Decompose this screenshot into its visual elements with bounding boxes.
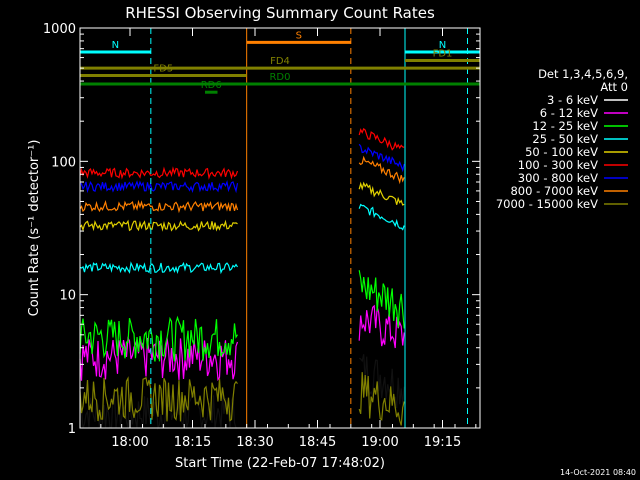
x-tick-label: 18:45 xyxy=(299,435,336,450)
series-trace xyxy=(79,219,238,232)
series-trace xyxy=(358,203,405,231)
chart-title: RHESSI Observing Summary Count Rates xyxy=(125,4,435,22)
y-tick-label: 100 xyxy=(51,155,76,170)
series-trace xyxy=(358,270,405,329)
x-tick-label: 18:30 xyxy=(236,435,273,450)
series-trace xyxy=(79,376,238,422)
series-trace xyxy=(358,155,405,185)
series-trace xyxy=(358,127,405,151)
y-tick-label: 1000 xyxy=(43,22,76,37)
timestamp: 14-Oct-2021 08:40 xyxy=(560,468,636,477)
series-trace xyxy=(358,372,405,426)
series-trace xyxy=(358,354,405,409)
legend-entry-label: 25 - 50 keV xyxy=(532,132,598,146)
x-tick-label: 18:15 xyxy=(174,435,211,450)
axes: 18:00 18:15 18:30 18:45 19:00 19:15 1 10 100 1000 xyxy=(43,22,481,450)
y-axis-label: Count Rate (s⁻¹ detector⁻¹) xyxy=(27,140,42,317)
x-axis-label: Start Time (22-Feb-07 17:48:02) xyxy=(175,456,385,471)
series-trace xyxy=(358,181,405,206)
series-trace xyxy=(79,180,239,194)
y-tick-label: 10 xyxy=(59,289,76,304)
legend-entry-label: 7000 - 15000 keV xyxy=(496,197,598,211)
x-tick-label: 18:00 xyxy=(111,435,148,450)
legend-header: Att 0 xyxy=(600,80,628,94)
flag-label: FD4 xyxy=(270,56,290,67)
legend-header: Det 1,3,4,5,6,9, xyxy=(538,67,628,81)
legend-entry-label: 300 - 800 keV xyxy=(518,171,598,185)
flag-label: RD0 xyxy=(269,72,290,83)
series-trace xyxy=(79,315,239,362)
flag-label: FD5 xyxy=(153,64,173,75)
series-trace xyxy=(358,143,405,173)
y-tick-label: 1 xyxy=(68,422,76,437)
series-trace xyxy=(79,261,239,275)
legend-entry-label: 6 - 12 keV xyxy=(540,106,598,120)
legend-entry-label: 800 - 7000 keV xyxy=(510,184,598,198)
series-trace xyxy=(79,166,239,180)
flag-label: FD1 xyxy=(433,49,453,60)
legend-entry-label: 3 - 6 keV xyxy=(547,93,598,107)
series-trace xyxy=(79,199,239,214)
plot-area: N N S FD1 FD4 FD5 RD0 RD6 xyxy=(79,28,480,431)
axis-frame xyxy=(79,27,481,429)
legend-entry-label: 12 - 25 keV xyxy=(532,119,598,133)
x-tick-label: 19:00 xyxy=(361,435,398,450)
flag-label: N xyxy=(439,40,446,51)
legend-entry-label: 100 - 300 keV xyxy=(518,158,598,172)
flag-label: N xyxy=(112,40,119,51)
flag-label: S xyxy=(296,30,302,41)
x-tick-label: 19:15 xyxy=(424,435,461,450)
flag-label: RD6 xyxy=(201,80,222,91)
legend-entry-label: 50 - 100 keV xyxy=(525,145,598,159)
